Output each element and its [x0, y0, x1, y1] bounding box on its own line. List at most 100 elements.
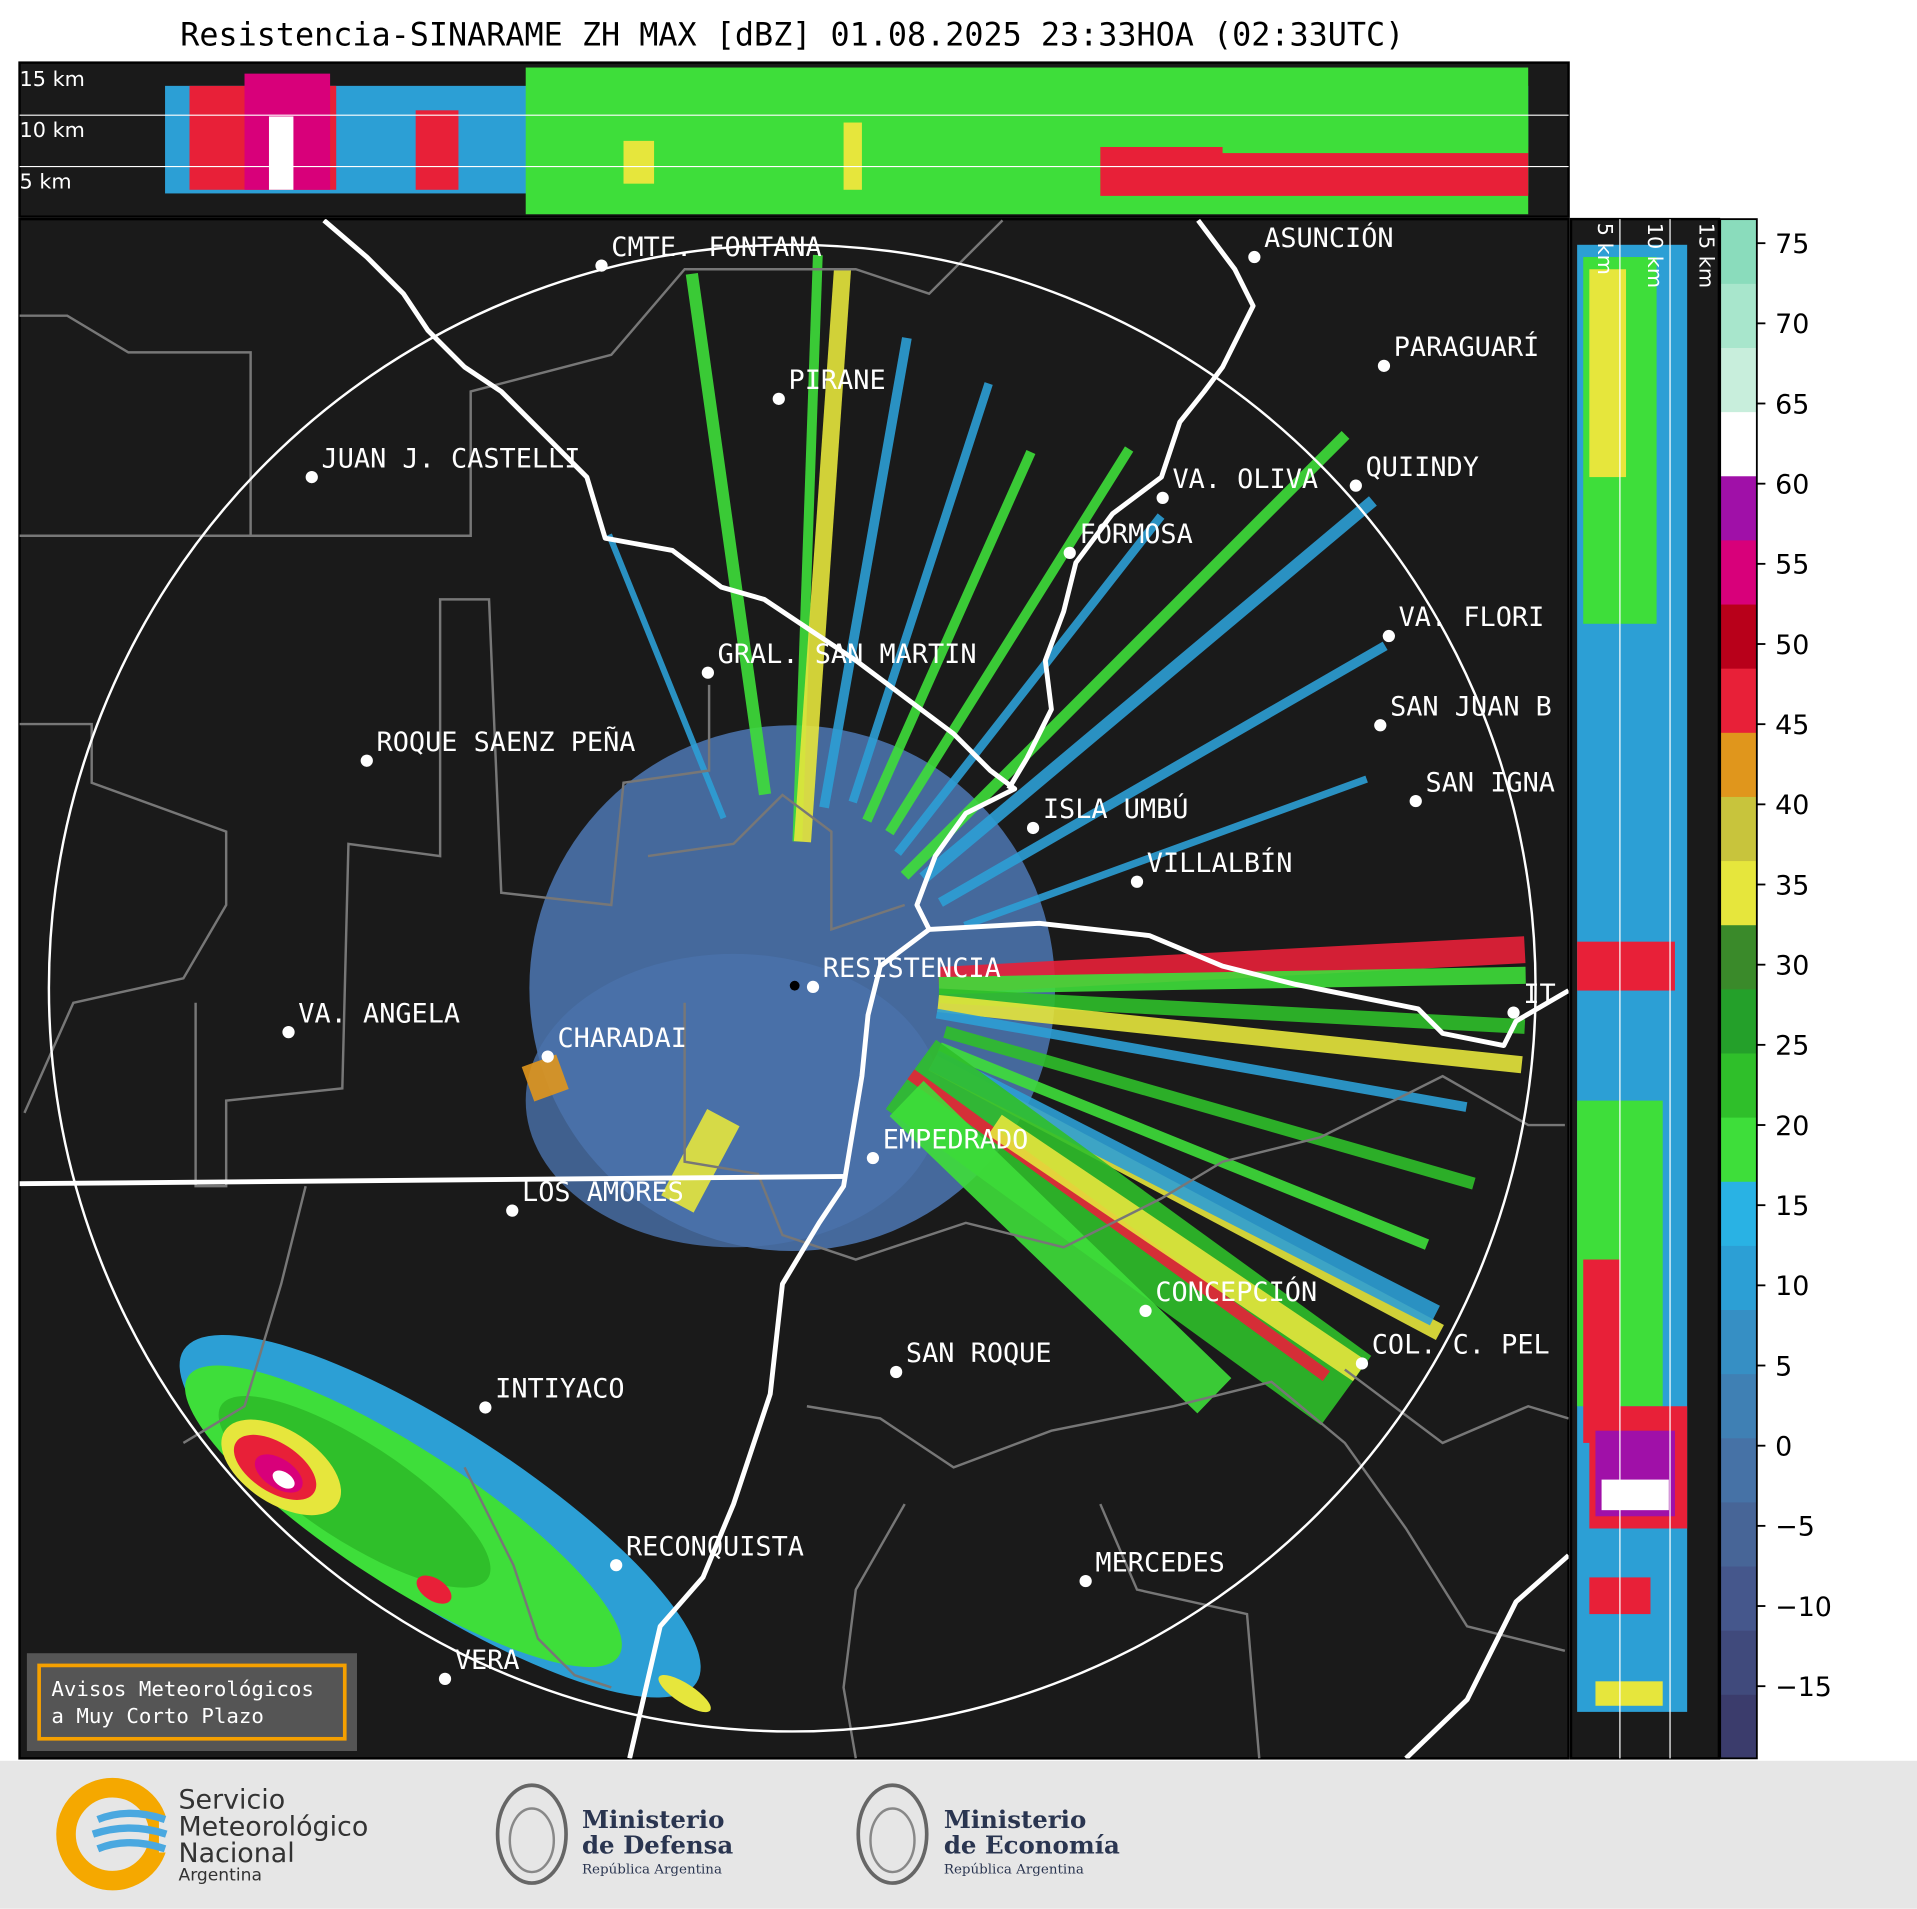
colorbar-band: [1720, 1309, 1757, 1375]
echo-section: [843, 122, 862, 190]
colorbar-tick-label: 50: [1775, 630, 1809, 661]
echo-ray: [848, 382, 993, 804]
city-label: SAN ROQUE: [906, 1338, 1052, 1369]
city-label: ASUNCIÓN: [1264, 222, 1393, 254]
logo-text: Ministerio: [582, 1805, 724, 1834]
echo-ray: [963, 775, 1368, 929]
colorbar-band: [1720, 1117, 1757, 1182]
city-label: VA. OLIVA: [1172, 464, 1318, 495]
city-label: VERA: [455, 1645, 520, 1676]
height-label: 15 km: [1694, 223, 1718, 288]
echo-section: [1222, 116, 1529, 154]
city-dot: [506, 1204, 519, 1217]
admin-borders: [19, 219, 1569, 1759]
border: [182, 1185, 307, 1444]
city-label: QUIINDY: [1366, 452, 1479, 483]
city-label: SAN IGNA: [1426, 767, 1555, 798]
colorbar-tick-label: 25: [1775, 1031, 1809, 1062]
colorbar-tick-label: 75: [1775, 229, 1809, 260]
city-label: ISLA UMBÚ: [1043, 793, 1189, 825]
logo-shield: [856, 1783, 929, 1885]
city-label: EMPEDRADO: [883, 1124, 1029, 1155]
colorbar-tick-label: 55: [1775, 550, 1809, 581]
colorbar-tick-label: 45: [1775, 710, 1809, 741]
colorbar-band: [1720, 668, 1757, 733]
colorbar-tick-label: 5: [1775, 1351, 1792, 1382]
echo-storm: [416, 1575, 452, 1604]
colorbar-tick-label: 20: [1775, 1111, 1809, 1142]
logo-shield: [508, 1807, 556, 1874]
colorbar-band: [1720, 924, 1757, 990]
city-dot: [806, 980, 820, 994]
echo-ray: [988, 1114, 1367, 1382]
colorbar-band: [1720, 1630, 1757, 1695]
city-dot: [438, 1672, 452, 1685]
echo-section: [415, 110, 459, 190]
city-label: PIRANE: [789, 365, 886, 396]
logo-text: de Defensa: [582, 1831, 733, 1860]
logo-waves: [91, 1809, 168, 1853]
colorbar-band: [1720, 988, 1757, 1054]
echo-ray: [793, 267, 852, 843]
colorbar-tick-label: 10: [1775, 1271, 1809, 1302]
logo-text: Servicio: [178, 1784, 285, 1815]
city-dot: [282, 1026, 295, 1039]
city-dot: [1349, 479, 1362, 492]
city-label: ROQUE SAENZ PEÑA: [377, 726, 636, 758]
colorbar-tick-label: 0: [1775, 1431, 1792, 1462]
city-dot: [866, 1151, 880, 1165]
city-dot: [1409, 794, 1422, 808]
echo-ray: [792, 254, 823, 842]
province-line: [19, 1173, 847, 1187]
city-dot: [1374, 719, 1387, 732]
echo-ray: [900, 430, 1350, 880]
border: [19, 722, 228, 1114]
logo-text: Argentina: [178, 1866, 261, 1886]
echo-ray: [919, 496, 1377, 883]
notice-frame: [37, 1663, 347, 1741]
map-layer: CMTE. FONTANA PIRANE JUAN J. CASTELLI VA. O…: [19, 219, 1569, 1759]
city-label: GRAL. SAN MARTIN: [718, 639, 977, 670]
colorbar-tick-label: 15: [1775, 1191, 1809, 1222]
logo-text: República Argentina: [582, 1862, 722, 1877]
colorbar-band: [1720, 347, 1757, 413]
colorbar-band: [1720, 475, 1757, 541]
height-label: 5 km: [20, 170, 72, 194]
city-dot: [772, 392, 785, 405]
city-dot: [541, 1050, 554, 1063]
colorbar-band: [1720, 219, 1757, 284]
echo-ray: [862, 450, 1036, 823]
colorbar-band: [1720, 732, 1757, 797]
notice-bg: [26, 1653, 357, 1752]
colorbar-tick-label: −15: [1775, 1672, 1832, 1703]
colorbar-band: [1720, 1501, 1757, 1567]
echo-section: [1595, 1681, 1663, 1706]
city-label: VA. ANGELA: [298, 998, 460, 1029]
city-dot: [1355, 1357, 1369, 1370]
height-label: 10 km: [1643, 223, 1667, 288]
border: [463, 1466, 612, 1689]
city-label: PARAGUARÍ: [1394, 331, 1540, 363]
echo-ray: [935, 1008, 1468, 1112]
colorbar-band: [1720, 1694, 1757, 1759]
echo-ray: [685, 272, 772, 796]
echo-section: [1601, 1479, 1669, 1511]
city-dot: [890, 1365, 903, 1379]
river: [929, 920, 1569, 1049]
colorbar-band: [1720, 603, 1757, 669]
city-label: RECONQUISTA: [626, 1531, 804, 1562]
colorbar-tick-label: 70: [1775, 309, 1809, 340]
colorbar-tick-label: 30: [1775, 950, 1809, 981]
city-dot: [1377, 359, 1391, 372]
echo-ray: [819, 337, 912, 809]
city-dot: [1248, 250, 1261, 264]
river: [1404, 1553, 1569, 1759]
top-echoes: [165, 67, 1529, 215]
height-label: 15 km: [20, 67, 85, 91]
city-dot: [1139, 1304, 1152, 1317]
echo-ray: [606, 533, 727, 820]
city-dot: [1063, 546, 1076, 559]
echo-storm: [658, 1674, 711, 1713]
city-label: RESISTENCIA: [823, 953, 1001, 984]
